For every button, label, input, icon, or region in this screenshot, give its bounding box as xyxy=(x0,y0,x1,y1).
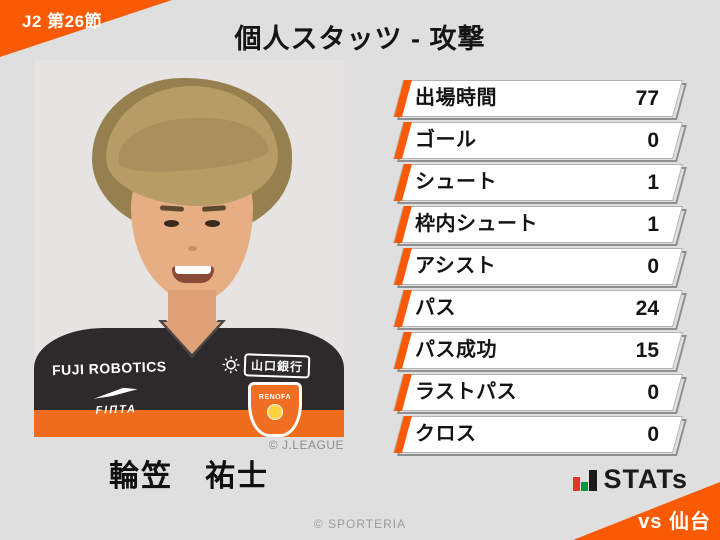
jersey-sponsor-bank: 山口銀行 xyxy=(222,352,311,379)
player-nose xyxy=(188,246,197,251)
player-name: 輪笠 祐士 xyxy=(109,460,269,493)
stat-value: 0 xyxy=(647,381,659,404)
crest-name: RENOFA xyxy=(258,394,292,401)
stat-label: アシスト xyxy=(415,255,497,277)
player-mouth xyxy=(172,266,214,283)
bar-black xyxy=(588,470,597,491)
stat-row: パス 24 xyxy=(393,290,687,330)
stat-value: 1 xyxy=(647,213,659,236)
stat-row: 出場時間 77 xyxy=(393,80,687,120)
stat-value: 0 xyxy=(647,129,659,152)
stat-label: 出場時間 xyxy=(415,87,497,109)
sun-icon xyxy=(222,355,240,373)
brand-name: FIΠTA xyxy=(95,403,138,417)
stat-row: シュート 1 xyxy=(393,164,687,204)
photo-credit: © J.LEAGUE xyxy=(268,438,344,452)
stat-row: アシスト 0 xyxy=(393,248,687,288)
stats-list: 出場時間 77 ゴール 0 シュート 1 枠内シュート 1 アシスト 0 パス … xyxy=(393,80,687,458)
player-teeth xyxy=(175,266,211,274)
stats-bars-icon xyxy=(572,470,597,493)
stat-label: シュート xyxy=(415,171,497,193)
opponent-badge: vs 仙台 xyxy=(638,511,711,533)
stat-value: 1 xyxy=(647,171,659,194)
bar-green xyxy=(580,482,588,491)
stat-label: クロス xyxy=(415,423,477,445)
crest-emblem xyxy=(267,404,283,420)
stat-value: 24 xyxy=(635,297,659,320)
stat-label: パス xyxy=(415,297,456,319)
opponent-ribbon: vs 仙台 xyxy=(573,482,720,540)
stat-value: 77 xyxy=(635,87,659,110)
stat-row: ラストパス 0 xyxy=(393,374,687,414)
stat-value: 15 xyxy=(635,339,659,362)
stat-label: ラストパス xyxy=(415,381,518,403)
stat-value: 0 xyxy=(647,255,659,278)
stat-row: パス成功 15 xyxy=(393,332,687,372)
stat-value: 0 xyxy=(647,423,659,446)
brand-swoosh-icon xyxy=(93,387,138,399)
stat-label: パス成功 xyxy=(415,339,497,361)
bank-name: 山口銀行 xyxy=(243,353,311,379)
player-eye xyxy=(164,220,179,227)
player-photo: FUJI ROBOTICS 山口銀行 FIΠTA RENOFA xyxy=(34,60,344,437)
site-credit: © SPORTERIA xyxy=(313,517,407,531)
club-crest: RENOFA xyxy=(248,382,302,437)
round-ribbon: J2 第26節 xyxy=(0,0,172,57)
stats-logo-text: STATs xyxy=(603,464,688,494)
round-badge: J2 第26節 xyxy=(22,12,103,31)
page-title: 個人スタッツ - 攻撃 xyxy=(234,24,486,54)
player-eye xyxy=(205,220,220,227)
stat-row: クロス 0 xyxy=(393,416,687,456)
stats-logo: STATs xyxy=(572,464,689,494)
jersey-brand-logo: FIΠTA xyxy=(85,387,146,419)
stat-row: ゴール 0 xyxy=(393,122,687,162)
bar-red xyxy=(572,477,580,491)
stat-row: 枠内シュート 1 xyxy=(393,206,687,246)
stat-label: ゴール xyxy=(415,129,477,151)
stat-label: 枠内シュート xyxy=(415,213,538,235)
